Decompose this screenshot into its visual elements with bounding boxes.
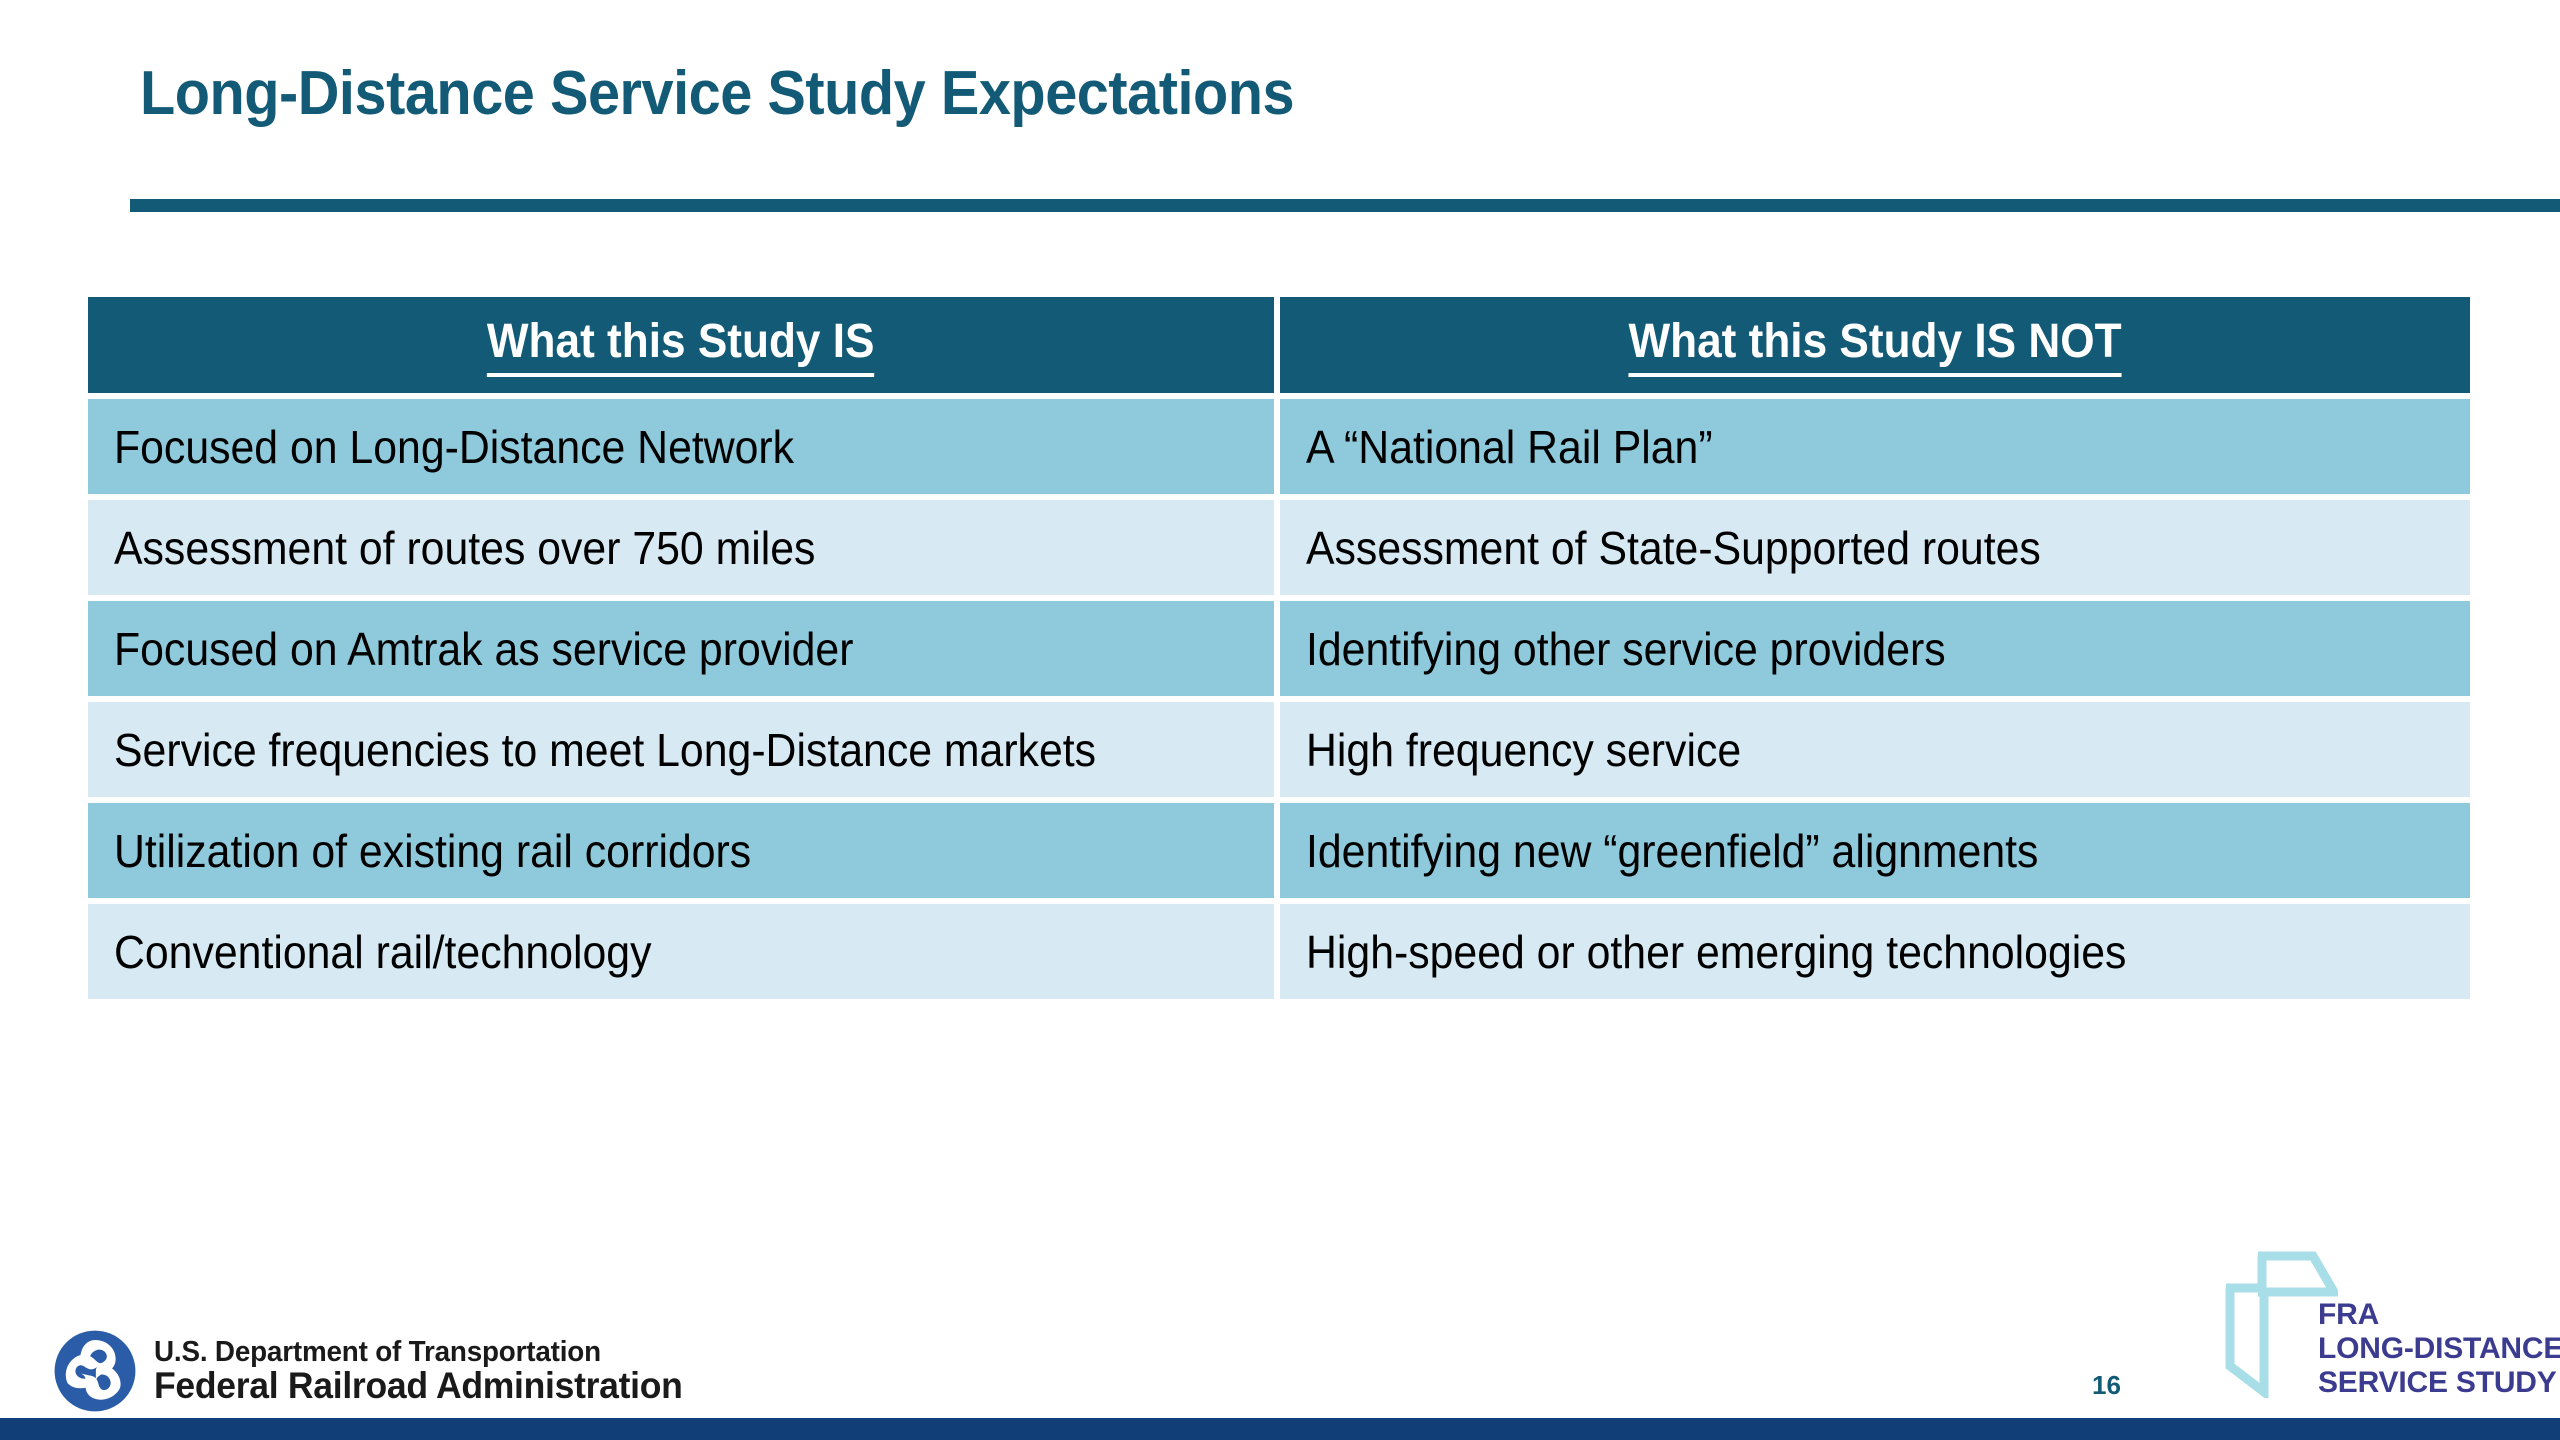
cell-study-is-text: Service frequencies to meet Long-Distanc… <box>114 723 1097 776</box>
cell-study-is-text: Focused on Amtrak as service provider <box>114 622 854 675</box>
cell-study-is-not: Identifying other service providers <box>1280 601 2470 702</box>
cell-study-is: Service frequencies to meet Long-Distanc… <box>88 702 1280 803</box>
dot-department-label: U.S. Department of Transportation <box>154 1335 601 1368</box>
cell-study-is-not-text: Identifying new “greenfield” alignments <box>1306 824 2039 877</box>
table-row: Utilization of existing rail corridors I… <box>88 803 2470 904</box>
cell-study-is-not-text: High-speed or other emerging technologie… <box>1306 925 2127 978</box>
table-row: Focused on Amtrak as service provider Id… <box>88 601 2470 702</box>
page-number: 16 <box>2092 1370 2121 1400</box>
dot-triskelion-seal-icon <box>54 1330 136 1412</box>
cell-study-is-not-text: Identifying other service providers <box>1306 622 1946 675</box>
table-row: Service frequencies to meet Long-Distanc… <box>88 702 2470 803</box>
dot-agency-label: Federal Railroad Administration <box>154 1364 683 1406</box>
cell-study-is: Conventional rail/technology <box>88 904 1280 999</box>
fra-line-3: SERVICE STUDY <box>2318 1366 2557 1400</box>
table-header-row: What this Study IS What this Study IS NO… <box>88 297 2470 399</box>
cell-study-is: Focused on Amtrak as service provider <box>88 601 1280 702</box>
fra-line-1: FRA <box>2318 1298 2380 1331</box>
bottom-accent-bar <box>0 1418 2560 1440</box>
fra-railcar-outline-icon <box>2225 1251 2338 1398</box>
cell-study-is-not-text: High frequency service <box>1306 723 1742 776</box>
cell-study-is-not: A “National Rail Plan” <box>1280 399 2470 500</box>
cell-study-is: Focused on Long-Distance Network <box>88 399 1280 500</box>
column-header-study-is-not-label: What this Study IS NOT <box>1628 314 2122 377</box>
cell-study-is-text: Focused on Long-Distance Network <box>114 420 795 473</box>
fra-wordmark: FRA LONG-DISTANCE SERVICE STUDY <box>2318 1298 2560 1401</box>
cell-study-is: Utilization of existing rail corridors <box>88 803 1280 904</box>
table-row: Focused on Long-Distance Network A “Nati… <box>88 399 2470 500</box>
table-row: Conventional rail/technology High-speed … <box>88 904 2470 999</box>
column-header-study-is-label: What this Study IS <box>487 314 875 377</box>
cell-study-is-not-text: Assessment of State-Supported routes <box>1306 521 2041 574</box>
cell-study-is-not: High-speed or other emerging technologie… <box>1280 904 2470 999</box>
cell-study-is-text: Assessment of routes over 750 miles <box>114 521 816 574</box>
cell-study-is-text: Conventional rail/technology <box>114 925 652 978</box>
fra-long-distance-service-study-logo: FRA LONG-DISTANCE SERVICE STUDY <box>2218 1248 2560 1408</box>
column-header-study-is-not: What this Study IS NOT <box>1280 297 2470 399</box>
title-divider-rule <box>130 199 2560 212</box>
cell-study-is: Assessment of routes over 750 miles <box>88 500 1280 601</box>
page-title: Long-Distance Service Study Expectations <box>140 59 1295 128</box>
cell-study-is-not: Assessment of State-Supported routes <box>1280 500 2470 601</box>
fra-line-2: LONG-DISTANCE <box>2318 1332 2560 1366</box>
expectations-table: What this Study IS What this Study IS NO… <box>88 297 2470 999</box>
table-row: Assessment of routes over 750 miles Asse… <box>88 500 2470 601</box>
cell-study-is-not-text: A “National Rail Plan” <box>1306 420 1713 473</box>
cell-study-is-not: High frequency service <box>1280 702 2470 803</box>
cell-study-is-text: Utilization of existing rail corridors <box>114 824 752 877</box>
column-header-study-is: What this Study IS <box>88 297 1280 399</box>
dot-logo: U.S. Department of Transportation Federa… <box>52 1328 705 1414</box>
dot-wordmark: U.S. Department of Transportation Federa… <box>154 1337 705 1406</box>
cell-study-is-not: Identifying new “greenfield” alignments <box>1280 803 2470 904</box>
